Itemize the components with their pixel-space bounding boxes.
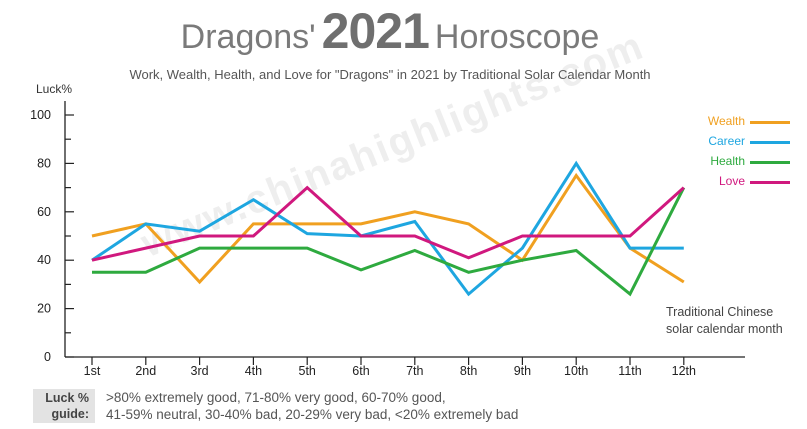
x-tick-label: 7th <box>406 364 423 378</box>
title-part-1: Dragons' <box>180 18 316 56</box>
x-tick-label: 4th <box>245 364 262 378</box>
legend-item-career: Career <box>690 132 800 152</box>
luck-guide-label-line-2: guide: <box>51 407 90 421</box>
chart-title: Dragons' 2021 Horoscope <box>0 2 780 60</box>
luck-guide-label: Luck % guide: <box>33 389 95 423</box>
y-tick-label: 40 <box>37 253 51 267</box>
x-tick-label: 8th <box>460 364 477 378</box>
legend: Wealth Career Health Love <box>690 112 800 192</box>
y-tick-label: 100 <box>30 108 51 122</box>
x-tick-label: 11th <box>618 364 641 378</box>
chart-subtitle: Work, Wealth, Health, and Love for "Drag… <box>129 67 651 82</box>
y-tick-label: 0 <box>44 350 51 364</box>
x-tick-label: 5th <box>299 364 316 378</box>
x-tick-label: 2nd <box>135 364 156 378</box>
x-axis-label-line-2: solar calendar month <box>666 322 783 336</box>
y-tick-label: 80 <box>37 156 51 170</box>
y-axis-label: Luck% <box>36 82 73 96</box>
series-line-health <box>92 186 686 297</box>
x-axis-label-line-1: Traditional Chinese <box>666 305 774 319</box>
x-tick-label: 10th <box>564 364 588 378</box>
legend-item-health: Health <box>690 152 800 172</box>
series-line-love <box>91 185 685 262</box>
legend-swatch-love <box>750 181 790 184</box>
title-part-2: Horoscope <box>434 18 600 56</box>
x-tick-label: 9th <box>514 364 531 378</box>
y-tick-label: 20 <box>37 302 51 316</box>
luck-guide-text-line-2: 41-59% neutral, 30-40% bad, 20-29% very … <box>106 407 519 422</box>
series-line-wealth <box>91 172 685 285</box>
series-line-career <box>91 160 684 297</box>
legend-label-health: Health <box>710 154 745 168</box>
luck-guide-text: >80% extremely good, 71-80% very good, 6… <box>106 389 518 423</box>
x-tick-label: 3rd <box>191 364 209 378</box>
legend-swatch-health <box>750 161 790 164</box>
x-tick-label: 12th <box>672 364 696 378</box>
legend-label-career: Career <box>708 134 745 148</box>
legend-swatch-wealth <box>750 121 790 124</box>
luck-guide-text-line-1: >80% extremely good, 71-80% very good, 6… <box>106 390 446 405</box>
x-tick-label: 1st <box>84 364 101 378</box>
legend-label-wealth: Wealth <box>707 114 745 128</box>
legend-item-love: Love <box>690 172 800 192</box>
y-tick-label: 60 <box>37 205 51 219</box>
legend-item-wealth: Wealth <box>690 112 800 132</box>
title-year: 2021 <box>321 3 430 59</box>
x-tick-label: 6th <box>352 364 369 378</box>
luck-guide-label-line-1: Luck % <box>45 391 89 405</box>
x-axis-label: Traditional Chinese solar calendar month <box>666 304 783 338</box>
legend-label-love: Love <box>718 174 745 188</box>
legend-swatch-career <box>750 141 790 144</box>
